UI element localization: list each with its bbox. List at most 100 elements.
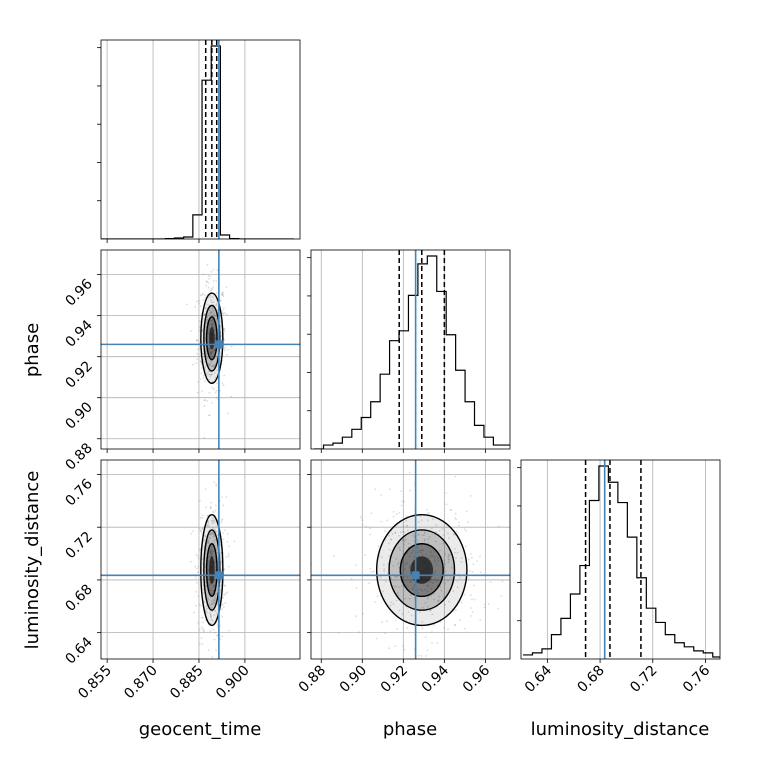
sample-point [394, 532, 397, 534]
sample-point [213, 519, 216, 522]
sample-point [382, 590, 385, 593]
sample-point [211, 386, 214, 389]
sample-point [199, 548, 202, 550]
sample-point [221, 635, 224, 638]
sample-point [202, 376, 205, 379]
sample-point [443, 582, 446, 585]
sample-point [209, 507, 212, 510]
sample-point [198, 326, 201, 329]
sample-point [208, 555, 211, 558]
sample-point [207, 281, 210, 284]
sample-point [419, 515, 422, 517]
sample-point [209, 323, 211, 326]
sample-point [460, 557, 463, 559]
sample-point [213, 584, 216, 587]
sample-point [208, 542, 211, 545]
sample-point [437, 559, 440, 562]
sample-point [497, 607, 500, 610]
yaxis-label-luminosity-distance: luminosity_distance [22, 471, 43, 650]
sample-point [421, 534, 424, 537]
sample-point [209, 613, 212, 616]
sample-point [431, 630, 433, 633]
sample-point [208, 414, 210, 417]
labels-layer: geocent_time phase luminosity_distance p… [22, 323, 709, 740]
sample-point [216, 547, 219, 550]
sample-point [215, 318, 218, 321]
sample-point [210, 352, 213, 355]
sample-point [413, 540, 416, 543]
sample-point [211, 324, 214, 327]
sample-point [454, 512, 457, 515]
sample-point [215, 389, 218, 392]
sample-point [207, 598, 210, 601]
sample-point [332, 554, 335, 557]
sample-point [223, 569, 225, 572]
sample-point [208, 604, 211, 607]
sample-point [411, 549, 414, 552]
sample-point [401, 539, 404, 542]
sample-point [209, 533, 212, 535]
sample-point [455, 609, 457, 611]
sample-point [221, 608, 224, 611]
sample-point [224, 347, 226, 349]
sample-point [395, 619, 397, 622]
sample-point [455, 531, 458, 533]
sample-point [211, 307, 214, 309]
sample-point [427, 542, 430, 545]
sample-point [465, 510, 468, 513]
panel-luminosity_distance-vs-luminosity_distance: 0.64 0.68 0.72 0.76 [517, 459, 721, 696]
sample-point [408, 555, 411, 558]
sample-point [210, 319, 212, 322]
sample-point [200, 360, 202, 363]
sample-point [424, 601, 427, 604]
sample-point [215, 315, 218, 318]
sample-point [388, 548, 391, 551]
sample-point [204, 380, 206, 383]
sample-point [430, 579, 432, 582]
sample-point [211, 610, 214, 613]
sample-point [214, 610, 217, 613]
sample-point [410, 614, 413, 617]
sample-point [208, 537, 211, 540]
sample-point [445, 503, 448, 506]
sample-point [407, 542, 410, 545]
sample-point [212, 309, 215, 312]
sample-point [212, 510, 215, 513]
sample-point [211, 620, 214, 622]
sample-point [434, 550, 436, 553]
y-tick-label: 0.64 [62, 634, 95, 667]
sample-point [219, 326, 222, 329]
xaxis-label-geocent-time: geocent_time [139, 719, 262, 740]
sample-point [384, 530, 387, 533]
panels-layer: 0.880.900.920.940.960.855 0.870 0.885 0.900… [62, 39, 721, 702]
sample-point [205, 285, 208, 287]
sample-point [190, 560, 192, 563]
sample-point [210, 672, 212, 674]
sample-point [205, 506, 207, 509]
sample-point [469, 607, 472, 609]
y-tick-label: 0.72 [62, 529, 95, 562]
sample-point [445, 492, 448, 494]
sample-point [221, 519, 223, 522]
density-level [410, 556, 434, 584]
sample-point [213, 609, 216, 612]
sample-point [471, 570, 474, 573]
sample-point [427, 597, 429, 600]
sample-point [207, 578, 210, 581]
sample-point [227, 552, 230, 555]
sample-point [199, 516, 202, 519]
sample-point [458, 521, 461, 524]
sample-point [438, 529, 441, 532]
sample-point [209, 347, 211, 350]
sample-point [408, 566, 411, 569]
sample-point [399, 549, 402, 552]
sample-point [202, 616, 204, 619]
sample-point [220, 556, 223, 559]
sample-point [456, 579, 459, 582]
sample-point [416, 546, 419, 549]
sample-point [211, 325, 214, 328]
sample-point [219, 544, 222, 547]
sample-point [454, 551, 456, 554]
sample-point [388, 647, 391, 650]
sample-point [460, 601, 463, 604]
